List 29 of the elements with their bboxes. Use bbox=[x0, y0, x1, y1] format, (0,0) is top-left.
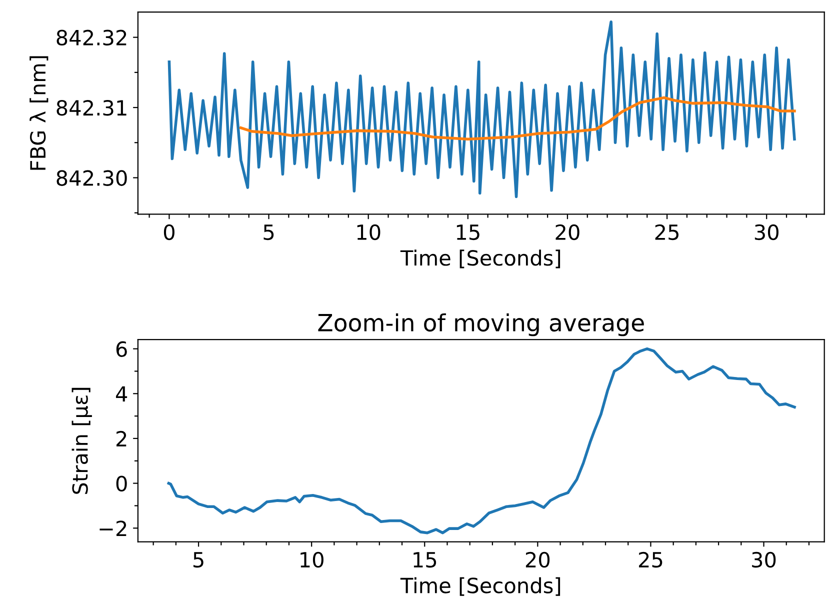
x-tick-label: 30 bbox=[752, 552, 776, 568]
y-tick-label: 842.30 bbox=[56, 170, 127, 186]
y-tick-label: 0 bbox=[116, 476, 127, 492]
y-tick-label: 2 bbox=[116, 430, 126, 446]
x-tick-label: 25 bbox=[655, 224, 678, 240]
x-tick-label: 0 bbox=[164, 224, 174, 240]
x-tick-label: 30 bbox=[754, 224, 778, 240]
x-tick-label: 5 bbox=[194, 552, 204, 568]
x-axis-title: Time [Seconds] bbox=[400, 250, 560, 268]
y-tick-label: 6 bbox=[116, 341, 127, 358]
x-axis-title: Time [Seconds] bbox=[400, 577, 560, 596]
x-tick-label: 20 bbox=[526, 552, 550, 568]
y-axis-title: Strain [με] bbox=[72, 388, 92, 494]
x-tick-label: 15 bbox=[414, 552, 436, 568]
y-tick-label: 842.31 bbox=[56, 100, 126, 116]
x-tick-label: 25 bbox=[638, 552, 662, 568]
x-tick-label: 20 bbox=[556, 224, 580, 240]
y-tick-label: 842.32 bbox=[56, 30, 126, 46]
y-tick-label: −2 bbox=[100, 520, 126, 536]
chart-title: Zoom-in of moving average bbox=[318, 313, 644, 336]
x-tick-label: 10 bbox=[300, 552, 324, 568]
x-tick-label: 10 bbox=[357, 224, 380, 240]
line-series bbox=[240, 96, 796, 141]
line-series bbox=[168, 20, 796, 198]
line-series bbox=[167, 347, 796, 534]
y-tick-label: 4 bbox=[116, 386, 128, 402]
x-tick-label: 5 bbox=[264, 224, 274, 240]
x-tick-label: 15 bbox=[456, 224, 480, 240]
y-axis-title: FBG λ [nm] bbox=[30, 56, 48, 170]
